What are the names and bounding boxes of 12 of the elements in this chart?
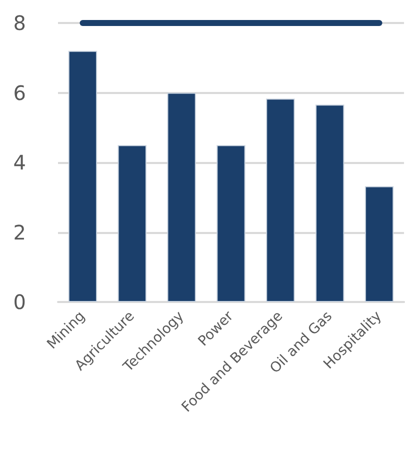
bar xyxy=(118,145,146,302)
y-tick-label: 6 xyxy=(13,80,26,105)
bar xyxy=(68,50,98,302)
y-tick-label: 2 xyxy=(13,220,26,244)
bar xyxy=(364,186,394,302)
bar xyxy=(216,145,246,302)
y-tick-label: 8 xyxy=(13,11,26,35)
y-tick-label: 4 xyxy=(13,150,26,174)
bar xyxy=(167,92,196,302)
y-tick-label: 0 xyxy=(13,290,26,314)
bar xyxy=(316,104,344,302)
bar xyxy=(266,98,295,302)
